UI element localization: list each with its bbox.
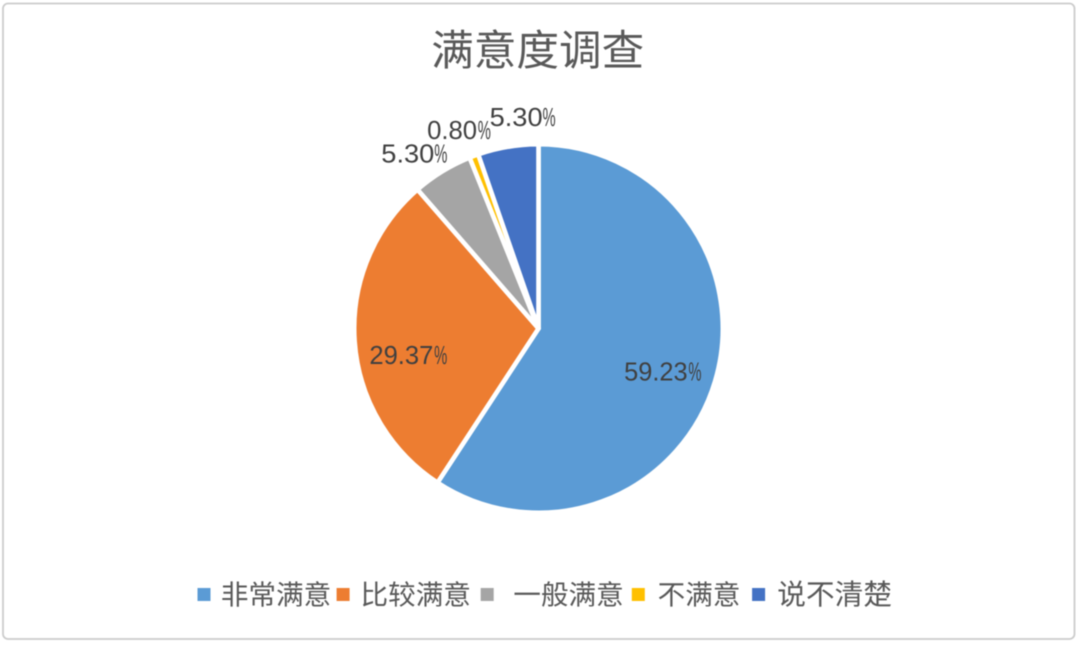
svg-text:%: % <box>434 342 447 370</box>
svg-text:%: % <box>434 140 447 168</box>
svg-text:%: % <box>543 104 556 132</box>
svg-text:59.23: 59.23 <box>624 359 688 387</box>
svg-text:0.80: 0.80 <box>427 117 477 145</box>
svg-text:%: % <box>688 359 701 387</box>
svg-text:%: % <box>478 117 491 145</box>
svg-text:5.30: 5.30 <box>381 141 434 169</box>
svg-text:5.30: 5.30 <box>490 104 543 132</box>
svg-text:29.37: 29.37 <box>369 342 433 370</box>
